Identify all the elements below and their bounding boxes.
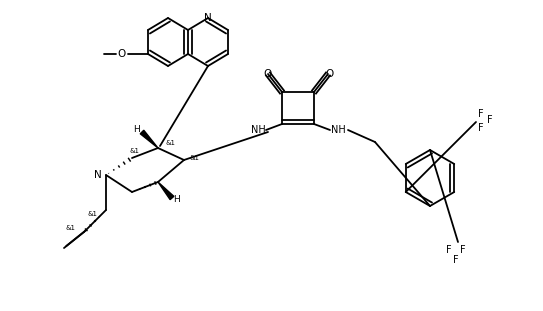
Text: &1: &1	[87, 211, 97, 217]
Text: O: O	[118, 49, 126, 59]
Text: &1: &1	[189, 155, 199, 161]
Text: F: F	[453, 255, 459, 265]
Text: H: H	[174, 196, 180, 205]
Text: O: O	[263, 69, 271, 79]
Text: F: F	[446, 245, 452, 255]
Text: O: O	[325, 69, 333, 79]
Text: &1: &1	[129, 148, 139, 154]
Polygon shape	[140, 130, 158, 148]
Text: NH: NH	[331, 125, 345, 135]
Text: F: F	[460, 245, 466, 255]
Text: N: N	[204, 13, 212, 23]
Text: H: H	[134, 124, 141, 133]
Text: F: F	[487, 115, 493, 125]
Text: &1: &1	[65, 225, 75, 231]
Polygon shape	[158, 182, 174, 200]
Text: NH: NH	[251, 125, 266, 135]
Text: &1: &1	[165, 140, 175, 146]
Text: F: F	[478, 123, 484, 133]
Text: N: N	[94, 170, 102, 180]
Text: F: F	[478, 109, 484, 119]
